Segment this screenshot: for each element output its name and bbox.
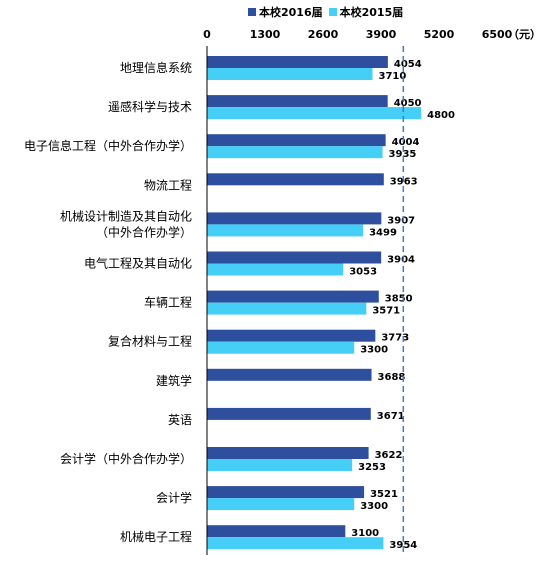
legend-swatch-2016 <box>248 8 256 16</box>
data-label: 4054 <box>394 59 422 70</box>
legend-swatch-2015 <box>328 8 337 16</box>
legend-item-2015: 本校2015届 <box>328 4 404 20</box>
data-label: 3622 <box>375 450 403 461</box>
bar-2016 <box>207 486 365 499</box>
category-label: 英语 <box>168 413 192 427</box>
bar-2015 <box>207 146 383 159</box>
bar-2015 <box>207 224 364 237</box>
data-label: 3904 <box>387 255 415 266</box>
data-label: 3954 <box>389 540 417 551</box>
x-tick-label: 3900 <box>366 28 397 41</box>
bar-2016 <box>207 368 372 381</box>
data-label: 3100 <box>351 528 379 539</box>
category-label: 建筑学 <box>156 373 192 388</box>
category-label: 电气工程及其自动化 <box>84 256 192 271</box>
category-label: 会计学（中外合作办学） <box>60 451 192 466</box>
legend-label-2016: 本校2016届 <box>259 6 323 19</box>
bar-2015 <box>207 341 355 354</box>
x-tick-label: 5200 <box>424 28 455 41</box>
category-label: 机械设计制造及其自动化 <box>60 208 192 223</box>
data-label: 3521 <box>370 489 398 500</box>
bar-2016 <box>207 329 376 342</box>
bar-2016 <box>207 251 382 264</box>
bar-2016 <box>207 447 369 459</box>
x-tick-label: 0 <box>203 28 211 41</box>
legend-label-2015: 本校2015届 <box>339 6 404 19</box>
data-label: 3053 <box>349 267 377 278</box>
category-label: 物流工程 <box>144 177 192 192</box>
bar-2016 <box>207 56 388 68</box>
data-label: 4800 <box>427 110 455 121</box>
data-label: 3300 <box>360 345 388 356</box>
data-label: 3571 <box>372 306 400 317</box>
bar-2015 <box>207 537 384 550</box>
data-label: 3688 <box>378 372 406 383</box>
data-label: 3850 <box>385 294 413 305</box>
data-label: 4004 <box>392 137 420 148</box>
data-label: 4050 <box>394 98 422 109</box>
data-label: 3710 <box>379 71 407 82</box>
bar-2015 <box>207 498 355 511</box>
chart-legend: 本校2016届 本校2015届 <box>248 4 409 20</box>
data-label: 3253 <box>358 462 386 473</box>
data-label: 3671 <box>377 411 405 422</box>
bar-2015 <box>207 302 367 315</box>
x-tick-label: 2600 <box>308 28 339 41</box>
bar-2015 <box>207 459 353 471</box>
bar-2016 <box>207 525 346 538</box>
x-tick-label: 6500 <box>482 28 513 41</box>
data-label: 3935 <box>389 149 417 160</box>
bar-2016 <box>207 407 371 420</box>
category-label: 机械电子工程 <box>120 529 192 544</box>
bar-2015 <box>207 68 373 80</box>
data-label: 3773 <box>381 333 409 344</box>
data-label: 3300 <box>360 501 388 512</box>
legend-item-2016: 本校2016届 <box>248 4 323 20</box>
category-label: 车辆工程 <box>144 295 192 310</box>
bar-2016 <box>207 95 388 108</box>
bar-2016 <box>207 290 379 303</box>
bar-2016 <box>207 134 386 147</box>
x-axis-unit: （元） <box>508 28 541 41</box>
category-label: （中外合作办学） <box>96 224 192 239</box>
data-label: 3907 <box>387 215 415 226</box>
category-label: 遥感科学与技术 <box>108 99 192 114</box>
category-label: 复合材料与工程 <box>108 334 192 349</box>
bar-2016 <box>207 212 382 225</box>
bar-2016 <box>207 173 384 186</box>
bar-2015 <box>207 263 344 276</box>
category-label: 会计学 <box>156 490 192 505</box>
category-label: 电子信息工程（中外合作办学） <box>24 138 192 153</box>
bar-2015 <box>207 107 422 120</box>
data-label: 3499 <box>369 227 397 238</box>
x-tick-label: 1300 <box>250 28 281 41</box>
category-label: 地理信息系统 <box>120 60 192 75</box>
